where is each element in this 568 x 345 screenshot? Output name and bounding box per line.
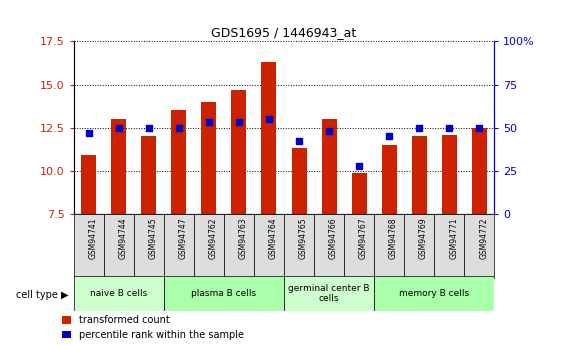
Bar bbox=[321, 119, 336, 214]
Legend: transformed count, percentile rank within the sample: transformed count, percentile rank withi… bbox=[62, 315, 244, 340]
Text: GSM94769: GSM94769 bbox=[419, 217, 428, 259]
Text: cell type ▶: cell type ▶ bbox=[16, 290, 68, 300]
Bar bbox=[202, 102, 216, 214]
Bar bbox=[291, 148, 307, 214]
Bar bbox=[261, 62, 277, 214]
Bar bbox=[232, 90, 247, 214]
Text: GSM94745: GSM94745 bbox=[149, 217, 158, 259]
Text: GSM94768: GSM94768 bbox=[389, 217, 398, 259]
Text: GSM94763: GSM94763 bbox=[239, 217, 248, 259]
Point bbox=[294, 139, 303, 144]
Bar bbox=[81, 155, 97, 214]
Text: GSM94762: GSM94762 bbox=[209, 217, 218, 259]
FancyBboxPatch shape bbox=[134, 214, 164, 278]
Text: naive B cells: naive B cells bbox=[90, 289, 148, 298]
Point bbox=[385, 134, 394, 139]
FancyBboxPatch shape bbox=[284, 276, 374, 310]
Text: GSM94747: GSM94747 bbox=[179, 217, 188, 259]
Bar bbox=[352, 172, 366, 214]
FancyBboxPatch shape bbox=[404, 214, 434, 278]
Point bbox=[475, 125, 484, 130]
FancyBboxPatch shape bbox=[434, 214, 464, 278]
Point bbox=[174, 125, 183, 130]
Text: GSM94766: GSM94766 bbox=[329, 217, 338, 259]
Bar bbox=[382, 145, 396, 214]
FancyBboxPatch shape bbox=[344, 214, 374, 278]
FancyBboxPatch shape bbox=[74, 276, 164, 310]
Point bbox=[415, 125, 424, 130]
FancyBboxPatch shape bbox=[254, 214, 284, 278]
Text: memory B cells: memory B cells bbox=[399, 289, 469, 298]
Text: GSM94772: GSM94772 bbox=[479, 217, 488, 259]
Point bbox=[235, 120, 244, 125]
Text: plasma B cells: plasma B cells bbox=[191, 289, 257, 298]
FancyBboxPatch shape bbox=[194, 214, 224, 278]
FancyBboxPatch shape bbox=[464, 214, 494, 278]
FancyBboxPatch shape bbox=[314, 214, 344, 278]
Text: GSM94741: GSM94741 bbox=[89, 217, 98, 259]
Point bbox=[84, 130, 93, 136]
Point bbox=[265, 116, 274, 122]
Point bbox=[445, 125, 454, 130]
FancyBboxPatch shape bbox=[374, 214, 404, 278]
Bar bbox=[141, 136, 156, 214]
Bar bbox=[172, 110, 186, 214]
Point bbox=[324, 128, 333, 134]
FancyBboxPatch shape bbox=[104, 214, 134, 278]
FancyBboxPatch shape bbox=[224, 214, 254, 278]
Point bbox=[144, 125, 153, 130]
Point bbox=[354, 163, 364, 168]
Text: GSM94764: GSM94764 bbox=[269, 217, 278, 259]
FancyBboxPatch shape bbox=[164, 214, 194, 278]
FancyBboxPatch shape bbox=[164, 276, 284, 310]
Bar bbox=[442, 135, 457, 214]
Bar bbox=[471, 128, 487, 214]
FancyBboxPatch shape bbox=[374, 276, 494, 310]
Point bbox=[204, 120, 214, 125]
Text: germinal center B
cells: germinal center B cells bbox=[289, 284, 370, 303]
FancyBboxPatch shape bbox=[284, 214, 314, 278]
Point bbox=[114, 125, 123, 130]
Text: GSM94744: GSM94744 bbox=[119, 217, 128, 259]
Title: GDS1695 / 1446943_at: GDS1695 / 1446943_at bbox=[211, 26, 357, 39]
Bar bbox=[412, 136, 427, 214]
Text: GSM94767: GSM94767 bbox=[359, 217, 368, 259]
Bar bbox=[111, 119, 126, 214]
Text: GSM94771: GSM94771 bbox=[449, 217, 458, 259]
Text: GSM94765: GSM94765 bbox=[299, 217, 308, 259]
FancyBboxPatch shape bbox=[74, 214, 104, 278]
